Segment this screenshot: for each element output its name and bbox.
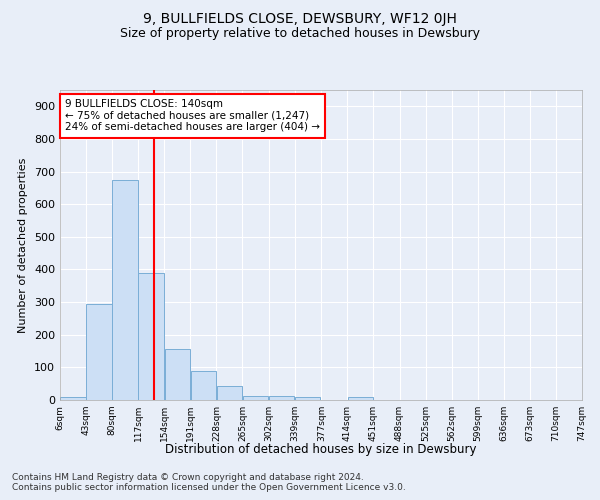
Bar xyxy=(139,272,164,400)
Bar xyxy=(269,396,295,400)
Bar xyxy=(164,350,190,400)
Bar xyxy=(112,180,138,400)
Bar xyxy=(347,398,373,400)
Bar xyxy=(217,386,242,400)
Text: 9, BULLFIELDS CLOSE, DEWSBURY, WF12 0JH: 9, BULLFIELDS CLOSE, DEWSBURY, WF12 0JH xyxy=(143,12,457,26)
Text: Contains HM Land Registry data © Crown copyright and database right 2024.: Contains HM Land Registry data © Crown c… xyxy=(12,472,364,482)
Text: Distribution of detached houses by size in Dewsbury: Distribution of detached houses by size … xyxy=(165,442,477,456)
Text: Contains public sector information licensed under the Open Government Licence v3: Contains public sector information licen… xyxy=(12,484,406,492)
Bar xyxy=(86,304,112,400)
Text: 9 BULLFIELDS CLOSE: 140sqm
← 75% of detached houses are smaller (1,247)
24% of s: 9 BULLFIELDS CLOSE: 140sqm ← 75% of deta… xyxy=(65,100,320,132)
Bar xyxy=(60,398,86,400)
Y-axis label: Number of detached properties: Number of detached properties xyxy=(19,158,28,332)
Bar xyxy=(243,396,268,400)
Bar xyxy=(295,396,320,400)
Bar xyxy=(191,372,216,400)
Text: Size of property relative to detached houses in Dewsbury: Size of property relative to detached ho… xyxy=(120,28,480,40)
